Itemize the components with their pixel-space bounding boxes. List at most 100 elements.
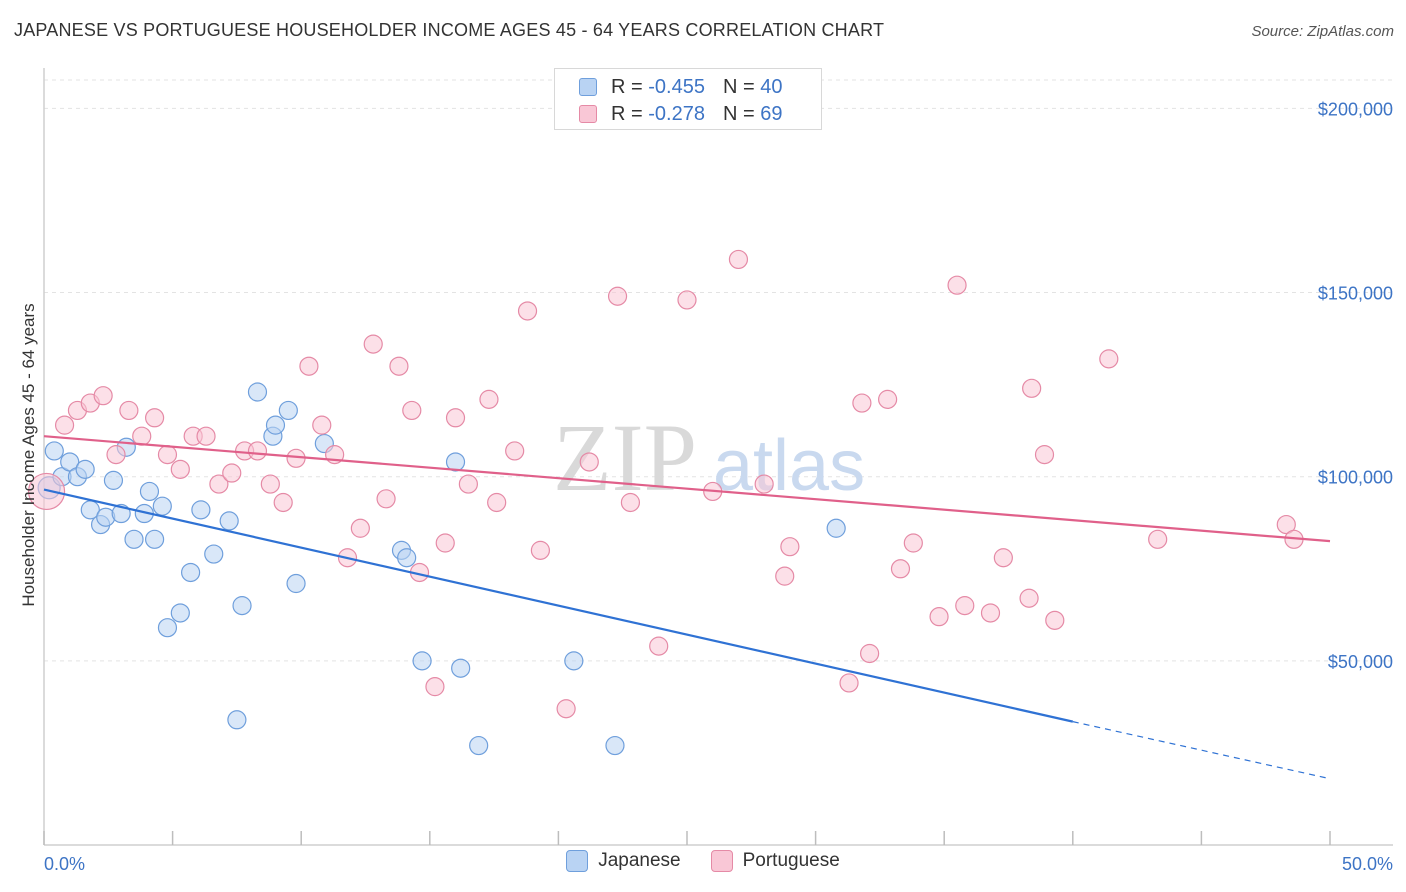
data-point-portuguese (106, 445, 126, 465)
data-point-portuguese (260, 474, 280, 494)
data-point-japanese (278, 400, 298, 421)
legend-n-label: N = (722, 102, 755, 125)
legend-r-label: R = (611, 102, 643, 125)
data-point-japanese (181, 562, 201, 583)
data-point-portuguese (754, 474, 774, 494)
data-point-japanese (144, 529, 165, 549)
data-point-portuguese (247, 441, 268, 461)
data-point-portuguese (222, 463, 242, 483)
series-legend-japanese[interactable]: Japanese (566, 850, 681, 872)
data-point-portuguese (402, 400, 422, 421)
series-swatch-portuguese (710, 850, 733, 872)
watermark-zip: ZIP (553, 404, 697, 511)
y-tick-label: $150,000 (1318, 284, 1393, 304)
data-point-portuguese (144, 408, 165, 428)
data-point-portuguese (775, 566, 795, 586)
data-point-portuguese (1045, 610, 1065, 630)
series-label-portuguese: Portuguese (742, 850, 840, 871)
data-point-portuguese (479, 389, 499, 409)
data-point-portuguese (170, 459, 190, 479)
data-point-portuguese (677, 290, 697, 310)
legend-swatch-portuguese (579, 105, 597, 123)
data-point-japanese (232, 596, 252, 616)
legend-r-value: -0.278 (648, 102, 705, 125)
data-point-japanese (412, 651, 432, 671)
data-point-portuguese (556, 699, 576, 719)
series-label-japanese: Japanese (598, 850, 681, 871)
chart-source: Source: ZipAtlas.com (1251, 23, 1394, 40)
data-point-portuguese (487, 492, 507, 513)
trend-line-japanese (43, 488, 1074, 723)
y-tick-label: $50,000 (1328, 652, 1393, 672)
data-point-japanese (75, 459, 95, 479)
legend-n-value: 40 (760, 75, 783, 98)
data-point-portuguese (947, 275, 967, 295)
data-point-japanese (44, 441, 64, 461)
data-point-portuguese (376, 489, 396, 509)
data-point-portuguese (312, 415, 332, 435)
series-swatch-japanese (566, 850, 589, 872)
data-point-japanese (826, 518, 846, 538)
data-point-portuguese (350, 518, 370, 538)
data-point-portuguese (1148, 529, 1168, 549)
legend-row-portuguese: R = -0.278 N = 69 (579, 101, 782, 127)
legend-r-value: -0.455 (648, 75, 705, 98)
data-point-portuguese (299, 356, 319, 376)
data-point-japanese (60, 452, 80, 472)
data-point-japanese (170, 603, 190, 623)
data-point-portuguese (132, 426, 152, 446)
data-point-japanese (219, 511, 239, 531)
data-point-portuguese (852, 393, 872, 413)
gridlines (44, 79, 1393, 662)
axes (43, 68, 1393, 846)
y-tick-label: $200,000 (1318, 99, 1393, 119)
data-point-portuguese (196, 426, 216, 446)
data-point-portuguese (780, 537, 800, 557)
data-point-portuguese (860, 643, 880, 664)
data-point-portuguese (517, 301, 538, 321)
data-point-japanese (286, 573, 306, 594)
data-points (27, 249, 1304, 756)
trend-lines (43, 435, 1331, 780)
legend-n-value: 69 (760, 102, 783, 125)
data-point-portuguese (903, 533, 923, 553)
legend-r-label: R = (611, 75, 643, 98)
data-point-portuguese (530, 540, 550, 560)
legend-row-japanese: R = -0.455 N = 40 (579, 74, 782, 100)
data-point-japanese (191, 500, 211, 520)
tick-labels: $50,000 $100,000 $150,000 $200,000 0.0% 50.0% (44, 99, 1393, 874)
data-point-japanese (564, 651, 584, 671)
x-tick-label: 50.0% (1342, 854, 1393, 874)
data-point-portuguese (929, 607, 949, 627)
data-point-portuguese (425, 677, 445, 697)
series-legend-portuguese[interactable]: Portuguese (710, 850, 840, 872)
data-point-portuguese (445, 408, 466, 428)
data-point-japanese (451, 658, 471, 678)
data-point-japanese (397, 548, 417, 568)
data-point-japanese (445, 452, 466, 472)
data-point-portuguese (890, 559, 911, 579)
data-point-portuguese (993, 548, 1013, 568)
data-point-japanese (247, 382, 268, 402)
watermark-atlas: atlas (713, 426, 865, 506)
data-point-portuguese (980, 603, 1001, 623)
data-point-japanese (152, 496, 172, 516)
data-point-portuguese (27, 472, 66, 511)
data-point-portuguese (620, 492, 641, 513)
data-point-portuguese (363, 334, 383, 354)
y-axis-title: Householder Income Ages 45 - 64 years (19, 303, 38, 606)
data-point-portuguese (1022, 378, 1042, 398)
data-point-portuguese (1034, 445, 1055, 465)
data-point-portuguese (878, 389, 898, 409)
x-tick-label: 0.0% (44, 854, 85, 874)
chart-title: JAPANESE VS PORTUGUESE HOUSEHOLDER INCOM… (14, 20, 885, 40)
data-point-japanese (139, 481, 160, 502)
data-point-japanese (124, 529, 144, 549)
data-point-portuguese (1019, 588, 1039, 608)
data-point-portuguese (728, 249, 749, 270)
data-point-portuguese (607, 286, 628, 306)
trend-line-portuguese (43, 435, 1331, 543)
data-point-portuguese (458, 474, 478, 494)
data-point-japanese (469, 735, 489, 756)
